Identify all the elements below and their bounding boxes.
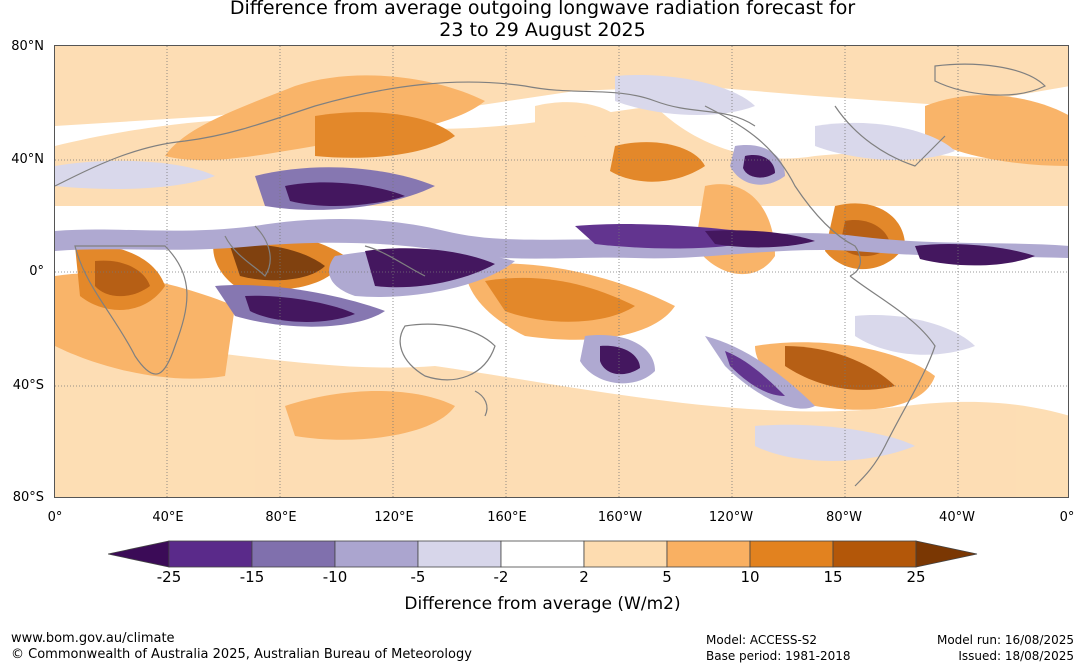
colorbar-segment [168,540,253,568]
title-line-2: 23 to 29 August 2025 [439,19,646,41]
lon-label-120w: 120°W [708,510,754,525]
colorbar-tick: 5 [662,568,672,586]
colorbar-label: Difference from average (W/m2) [404,594,681,614]
colorbar-extend-high [915,540,978,568]
coastlines [55,63,1047,487]
model-name: Model: ACCESS-S2 [706,633,818,647]
issued-date: Issued: 18/08/2025 [958,649,1074,663]
colorbar-segment [251,540,336,568]
map-canvas [55,46,1068,497]
lon-label-40w: 40°W [939,510,975,525]
lon-label-120e: 120°E [374,510,414,525]
colorbar-segment [500,540,585,568]
lat-label-40s: 40°S [12,378,44,393]
olr-anomaly-map [54,45,1069,498]
lon-label-160w: 160°W [597,510,643,525]
colorbar-segment [832,540,917,568]
lon-label-0-left: 0° [47,510,63,525]
colorbar-tick: -5 [410,568,426,586]
colorbar-segment [666,540,751,568]
colorbar-segment [583,540,668,568]
colorbar-tick: 15 [823,568,843,586]
base-period: Base period: 1981-2018 [706,649,851,663]
lon-label-80w: 80°W [826,510,862,525]
anomaly-fields [55,46,1068,497]
colorbar-tick: 25 [906,568,926,586]
colorbar-tick: -25 [156,568,182,586]
lon-label-80e: 80°E [265,510,297,525]
lat-label-40n: 40°N [11,152,44,167]
colorbar-extend-low [108,540,170,568]
lon-label-40e: 40°E [152,510,184,525]
colorbar-segment [749,540,834,568]
model-run-date: Model run: 16/08/2025 [936,633,1074,647]
graticule [55,46,1068,497]
lon-label-0-right: 0° [1059,510,1075,525]
colorbar-tick: -10 [322,568,348,586]
colorbar-tick: -2 [493,568,509,586]
colorbar-tick: -15 [239,568,265,586]
title-line-1: Difference from average outgoing longwav… [229,0,856,19]
colorbar-segment [417,540,502,568]
colorbar-segment [334,540,419,568]
lat-label-80n: 80°N [11,39,44,54]
website-link[interactable]: www.bom.gov.au/climate [11,631,175,646]
colorbar-tick: 2 [579,568,589,586]
map-title: Difference from average outgoing longwav… [0,0,1085,41]
lat-label-0: 0° [29,264,44,279]
lat-label-80s: 80°S [12,490,44,505]
colorbar [108,540,978,568]
colorbar-tick: 10 [740,568,760,586]
copyright-text: © Commonwealth of Australia 2025, Austra… [11,647,472,662]
lon-label-160e: 160°E [487,510,527,525]
